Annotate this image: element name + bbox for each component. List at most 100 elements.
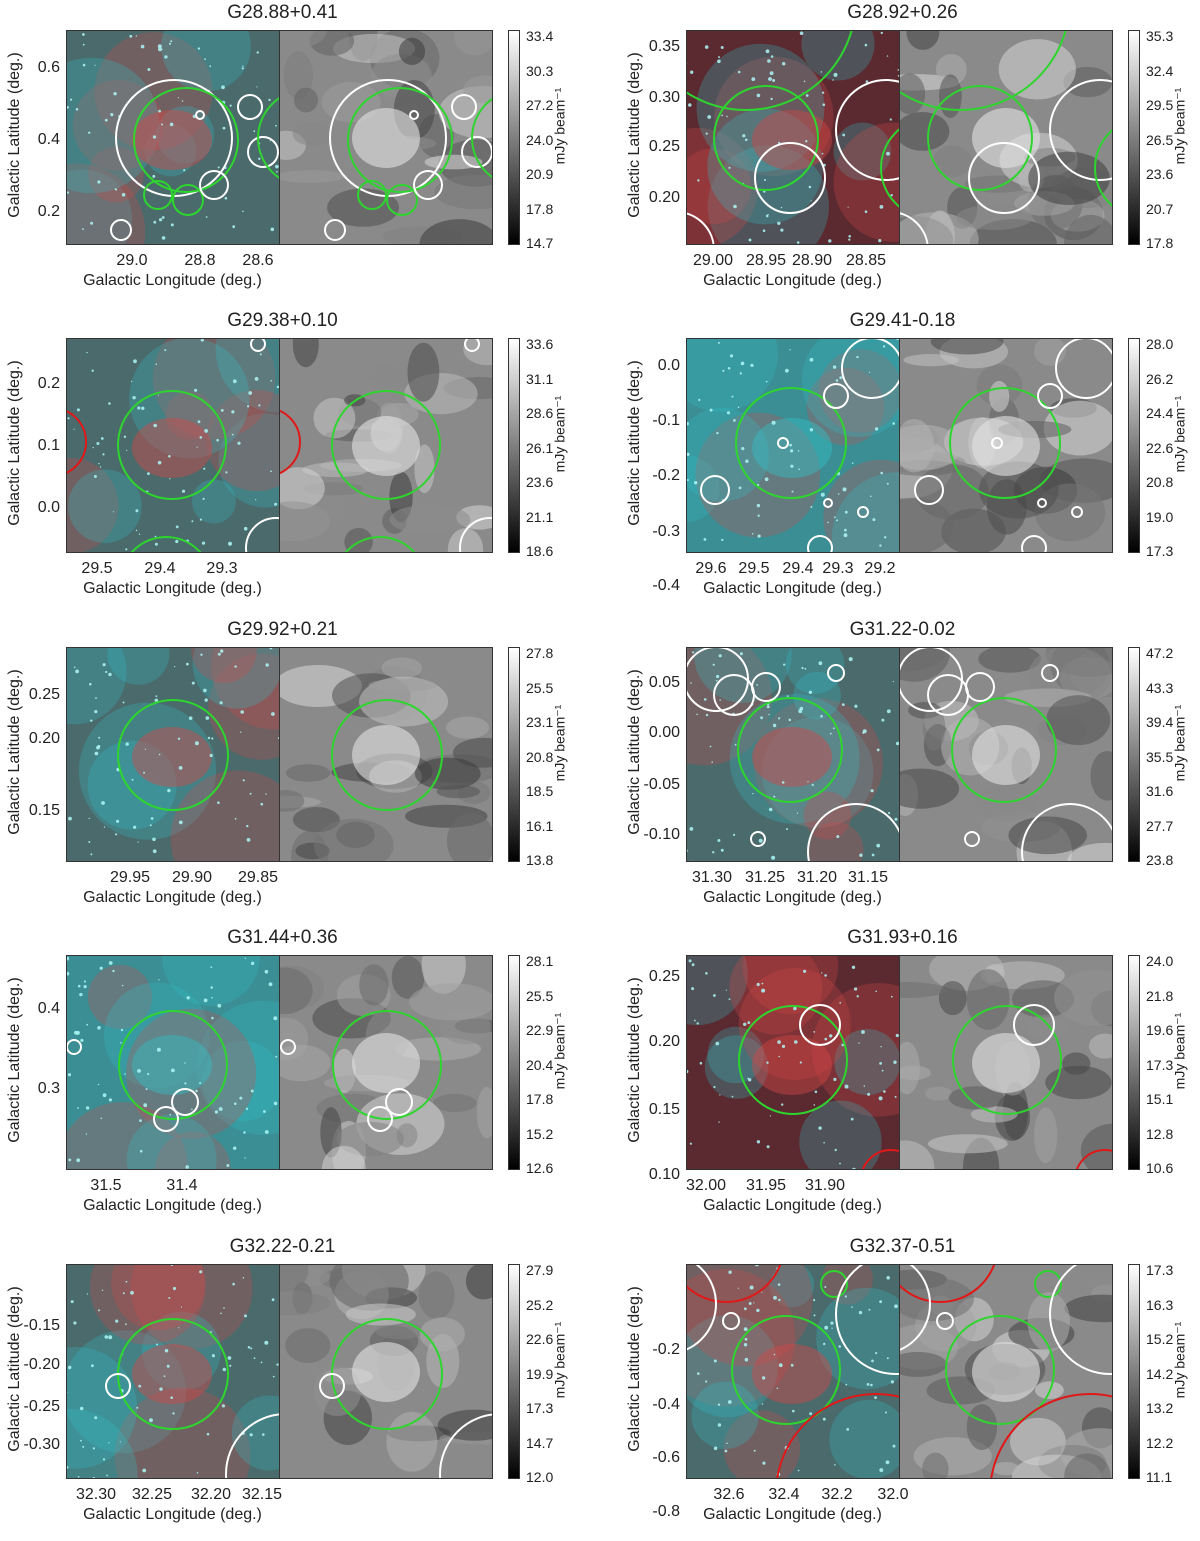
- y-tick-label: 0.2: [37, 375, 60, 392]
- y-axis-label: Galactic Latitude (deg.): [626, 977, 643, 1143]
- colorbar-tick-label: 17.8: [1146, 235, 1174, 251]
- colorbar-tick-label: 27.9: [526, 1262, 554, 1278]
- y-tick-label: -0.2: [652, 1341, 680, 1358]
- y-tick-label: -0.4: [652, 577, 680, 594]
- image-divider: [279, 955, 280, 1170]
- panel-title: G29.38+0.10: [227, 310, 338, 331]
- colorbar-tick-label: 25.5: [526, 987, 554, 1004]
- x-tick-label: 32.00: [685, 1177, 727, 1194]
- colorbar: [1128, 30, 1140, 245]
- y-tick-label: 0.1: [37, 437, 60, 454]
- colorbar-tick-label: 26.5: [1146, 131, 1174, 148]
- x-tick-label: 31.95: [745, 1177, 787, 1194]
- colorbar-tick-label: 18.6: [526, 543, 554, 559]
- infrared-composite-image: [66, 1264, 279, 1479]
- colorbar-tick-label: 15.2: [1146, 1331, 1174, 1347]
- infrared-composite-image: [686, 30, 899, 245]
- colorbar-tick-label: 15.2: [526, 1125, 554, 1142]
- radio-continuum-image: [280, 338, 493, 553]
- infrared-composite-image: [686, 647, 899, 862]
- panel-title: G29.41-0.18: [849, 310, 956, 331]
- colorbar-tick-label: 27.2: [526, 97, 554, 113]
- colorbar-tick-label: 26.2: [1146, 370, 1174, 387]
- x-tick-label: 32.0: [877, 1486, 909, 1503]
- colorbar-tick-label: 22.6: [526, 1331, 554, 1347]
- y-axis-label: Galactic Latitude (deg.): [6, 52, 23, 218]
- y-tick-label: -0.05: [643, 776, 680, 793]
- x-tick-label: 28.8: [184, 252, 216, 269]
- infrared-composite-image: [686, 1264, 899, 1479]
- colorbar-tick-label: 16.3: [1146, 1296, 1174, 1313]
- colorbar-unit-label: mJy beam⁻¹: [1171, 87, 1188, 165]
- colorbar-tick-label: 20.7: [1146, 200, 1174, 217]
- colorbar-tick-label: 47.2: [1146, 645, 1174, 661]
- x-axis-label: Galactic Longitude (deg.): [83, 889, 262, 906]
- colorbar: [508, 338, 520, 553]
- x-axis-label: Galactic Longitude (deg.): [703, 580, 882, 597]
- y-axis-label: Galactic Latitude (deg.): [626, 52, 643, 218]
- y-axis-label: Galactic Latitude (deg.): [6, 669, 23, 835]
- y-tick-label: -0.10: [643, 826, 680, 843]
- figure-panel: G29.38+0.10 Galactic Latitude (deg.) Galac…: [0, 308, 600, 615]
- image-divider: [279, 30, 280, 245]
- colorbar-tick-label: 12.2: [1146, 1434, 1174, 1451]
- y-tick-label: 0.6: [37, 59, 60, 76]
- y-tick-label: 0.20: [648, 189, 680, 206]
- colorbar-tick-label: 23.1: [526, 714, 554, 730]
- y-tick-label: 0.2: [37, 203, 60, 220]
- x-tick-label: 29.3: [822, 560, 854, 577]
- figure-panel: G28.88+0.41 Galactic Latitude (deg.) Galac…: [0, 0, 600, 307]
- figure-panel: G31.22-0.02 Galactic Latitude (deg.) Galac…: [620, 617, 1200, 924]
- radio-continuum-image: [280, 1264, 493, 1479]
- panel-title: G31.44+0.36: [227, 927, 338, 948]
- colorbar-unit-label: mJy beam⁻¹: [1171, 1012, 1188, 1090]
- image-divider: [899, 338, 900, 553]
- x-tick-label: 29.85: [237, 869, 279, 886]
- x-tick-label: 29.90: [171, 869, 213, 886]
- y-axis-label: Galactic Latitude (deg.): [6, 360, 23, 526]
- image-divider: [279, 338, 280, 553]
- colorbar-tick-label: 20.8: [526, 748, 554, 765]
- colorbar-tick-label: 28.6: [526, 405, 554, 421]
- colorbar-tick-label: 18.5: [526, 783, 554, 799]
- radio-continuum-image: [280, 647, 493, 862]
- y-tick-label: 0.25: [28, 686, 60, 703]
- infrared-composite-image: [686, 955, 899, 1170]
- colorbar-tick-label: 21.1: [526, 508, 554, 525]
- y-tick-label: 0.35: [648, 38, 680, 55]
- image-divider: [279, 647, 280, 862]
- colorbar-tick-label: 10.6: [1146, 1160, 1174, 1176]
- y-tick-label: 0.30: [648, 89, 680, 106]
- x-tick-label: 32.2: [821, 1486, 853, 1503]
- colorbar-tick-label: 15.1: [1146, 1091, 1174, 1107]
- radio-continuum-image: [900, 647, 1113, 862]
- y-tick-label: 0.20: [648, 1033, 680, 1050]
- colorbar-tick-label: 28.0: [1146, 336, 1174, 352]
- colorbar-tick-label: 28.1: [526, 953, 554, 969]
- y-tick-label: -0.3: [652, 523, 680, 540]
- x-tick-label: 28.90: [791, 252, 833, 269]
- colorbar-tick-label: 12.0: [526, 1469, 554, 1485]
- y-tick-label: 0.25: [648, 968, 680, 985]
- colorbar-tick-label: 30.3: [526, 62, 554, 79]
- figure-panel: G31.93+0.16 Galactic Latitude (deg.) Galac…: [620, 925, 1200, 1232]
- y-tick-label: -0.25: [23, 1398, 60, 1415]
- figure-panel: G32.37-0.51 Galactic Latitude (deg.) Galac…: [620, 1234, 1200, 1541]
- colorbar-tick-label: 11.1: [1146, 1469, 1173, 1485]
- y-axis-label: Galactic Latitude (deg.): [6, 977, 23, 1143]
- colorbar-tick-label: 17.3: [1146, 543, 1174, 559]
- colorbar-tick-label: 33.4: [526, 28, 554, 44]
- radio-continuum-image: [900, 1264, 1113, 1479]
- x-tick-label: 29.00: [692, 252, 734, 269]
- colorbar-tick-label: 23.6: [1146, 166, 1174, 182]
- colorbar-tick-label: 21.8: [1146, 987, 1174, 1004]
- x-axis-label: Galactic Longitude (deg.): [703, 272, 882, 289]
- radio-continuum-image: [900, 338, 1113, 553]
- colorbar-tick-label: 31.1: [526, 370, 554, 387]
- x-tick-label: 29.2: [864, 560, 896, 577]
- colorbar-tick-label: 35.3: [1146, 28, 1174, 44]
- y-tick-label: -0.6: [652, 1449, 680, 1466]
- colorbar: [508, 30, 520, 245]
- x-tick-label: 31.30: [691, 869, 733, 886]
- colorbar-tick-label: 27.8: [526, 645, 554, 661]
